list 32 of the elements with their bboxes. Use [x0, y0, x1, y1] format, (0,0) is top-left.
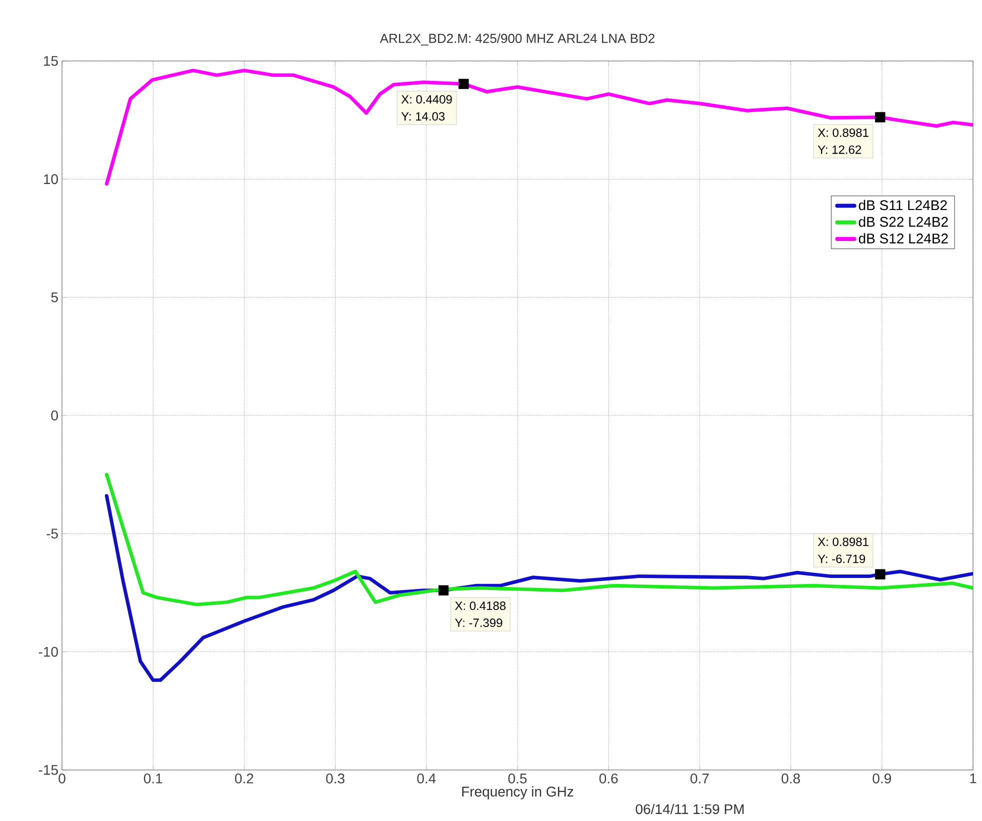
y-tick-label: 5: [51, 292, 58, 302]
x-tick-label: 0.4: [417, 774, 436, 784]
x-tick-label: 0.3: [326, 774, 344, 784]
annotation: Y: -7.399: [455, 618, 502, 628]
y-tick-label: 10: [44, 174, 58, 184]
x-tick-label: 0.6: [599, 774, 618, 784]
y-tick-label: -10: [38, 646, 58, 657]
x-tick-label: 1: [970, 774, 976, 784]
x-tick-label: 0.5: [508, 774, 527, 784]
y-tick-label: 0: [51, 410, 58, 420]
x-tick-label: 0.7: [690, 774, 709, 784]
y-tick-label: -15: [38, 765, 58, 775]
annotation: X: 0.4409: [401, 95, 452, 104]
annotation: X: 0.8981: [818, 538, 868, 546]
annotation: Y: 14.03: [401, 112, 445, 121]
legend-label: dB S22 L24B2: [858, 216, 948, 227]
annotation: X: 0.4188: [455, 602, 506, 610]
x-tick-label: 0.8: [782, 774, 800, 784]
annotation: Y: 12.62: [818, 145, 862, 154]
text: 06/14/11 1:59 PM: [636, 804, 744, 814]
x-axis-title: Frequency in GHz: [462, 786, 574, 800]
x-tick-label: 0.2: [235, 774, 254, 784]
y-tick-label: -5: [46, 528, 58, 539]
x-tick-label: 0: [58, 774, 66, 784]
legend-label: dB S11 L24B2: [858, 200, 947, 210]
x-tick-label: 0.9: [872, 774, 891, 784]
y-tick-label: 15: [44, 56, 58, 66]
x-tick-label: 0.1: [144, 774, 162, 784]
annotation: Y: -6.719: [818, 554, 866, 564]
annotation: X: 0.8981: [818, 128, 868, 137]
chart-title: ARL2X_BD2.M: 425/900 MHZ ARL24 LNA BD2: [380, 33, 654, 46]
legend-label: dB S12 L24B2: [858, 233, 948, 244]
